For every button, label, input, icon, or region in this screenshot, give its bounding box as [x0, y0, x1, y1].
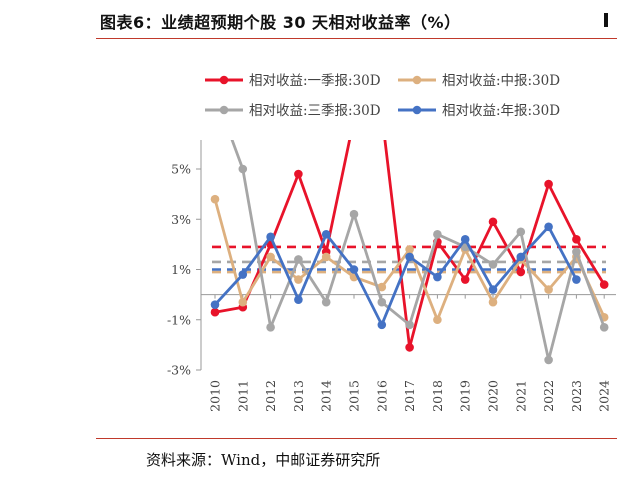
x-tick-label: 2014: [319, 380, 334, 412]
legend-label: 相对收益:三季报:30D: [249, 103, 381, 119]
series-group: [210, 222, 581, 330]
x-tick-label: 2011: [235, 380, 250, 412]
page-title: 图表6：业绩超预期个股 30 天相对收益率（%）: [100, 13, 461, 32]
series-line: [213, 225, 578, 327]
x-tick-label: 2022: [541, 380, 556, 412]
y-tick-label: 1%: [171, 262, 191, 277]
data-point: [238, 297, 248, 307]
data-point: [572, 275, 581, 284]
x-tick-label: 2019: [458, 380, 473, 412]
data-point: [572, 247, 581, 257]
chart-legend: 相对收益:一季报:30D 相对收益:中报:30D 相对收益:三季报:30D 相对收益:…: [205, 73, 560, 119]
data-point: [321, 230, 331, 239]
legend-marker: [412, 75, 422, 85]
data-point: [377, 282, 387, 292]
data-point: [294, 169, 303, 179]
data-point: [544, 285, 553, 294]
chart-axes: 5% 3% 1% -1% -3% 2010 2011 2012 2013 2014 2015 2016…: [167, 140, 616, 412]
data-point: [488, 297, 498, 307]
data-point: [516, 227, 526, 237]
data-point: [266, 232, 275, 242]
data-point: [266, 322, 275, 332]
data-point: [572, 235, 581, 244]
data-point: [210, 300, 220, 309]
data-point: [544, 222, 553, 232]
legend-marker: [412, 105, 422, 115]
title-divider: [96, 38, 617, 39]
x-tick-label: 2015: [347, 380, 362, 412]
data-point: [349, 209, 359, 219]
data-point: [210, 307, 220, 317]
data-point: [516, 252, 526, 262]
data-point: [405, 245, 414, 254]
legend-marker: [219, 105, 229, 115]
data-point: [405, 320, 414, 330]
x-tick-label: 2020: [486, 380, 501, 412]
data-point: [210, 194, 220, 204]
legend-marker: [219, 75, 229, 85]
y-tick-label: 5%: [171, 162, 191, 177]
y-tick-label: -1%: [167, 312, 191, 327]
data-point: [544, 179, 553, 189]
data-point: [405, 252, 414, 262]
title-marker: [604, 13, 608, 27]
data-point: [405, 343, 414, 352]
data-point: [460, 275, 470, 284]
chart-series: [210, 89, 609, 365]
footer-divider: [96, 438, 617, 439]
x-tick-label: 2010: [208, 380, 223, 412]
legend-label: 相对收益:一季报:30D: [249, 73, 381, 89]
data-point: [460, 235, 470, 244]
data-point: [321, 297, 331, 307]
data-point: [238, 270, 248, 279]
data-point: [516, 267, 526, 277]
data-point: [433, 315, 442, 325]
x-tick-label: 2013: [291, 380, 306, 412]
data-point: [349, 265, 359, 274]
x-tick-label: 2012: [263, 380, 278, 412]
data-point: [433, 272, 442, 282]
x-tick-label: 2017: [402, 380, 417, 412]
x-tick-label: 2023: [569, 380, 584, 412]
data-point: [294, 275, 303, 284]
data-point: [488, 285, 498, 294]
data-point: [488, 217, 498, 227]
x-tick-label: 2024: [597, 380, 612, 412]
x-tick-label: 2021: [513, 380, 528, 412]
data-point: [377, 297, 387, 307]
x-tick-label: 2018: [430, 380, 445, 412]
data-point: [544, 355, 553, 365]
x-tick-label: 2016: [374, 380, 389, 412]
data-point: [238, 164, 248, 174]
data-point: [321, 252, 331, 262]
data-point: [599, 280, 609, 289]
data-point: [433, 230, 442, 239]
data-point: [266, 252, 275, 262]
series-group: [211, 89, 609, 365]
data-point: [294, 295, 303, 304]
legend-label: 相对收益:中报:30D: [442, 73, 560, 89]
data-point: [599, 322, 609, 332]
data-point: [294, 255, 303, 264]
legend-label: 相对收益:年报:30D: [442, 103, 560, 119]
data-point: [488, 260, 498, 269]
data-point: [377, 320, 387, 330]
series-group: [210, 140, 609, 352]
y-tick-label: 3%: [171, 212, 191, 227]
y-tick-label: -3%: [167, 363, 191, 378]
source-note: 资料来源：Wind，中邮证券研究所: [146, 451, 381, 469]
data-point: [211, 89, 220, 98]
